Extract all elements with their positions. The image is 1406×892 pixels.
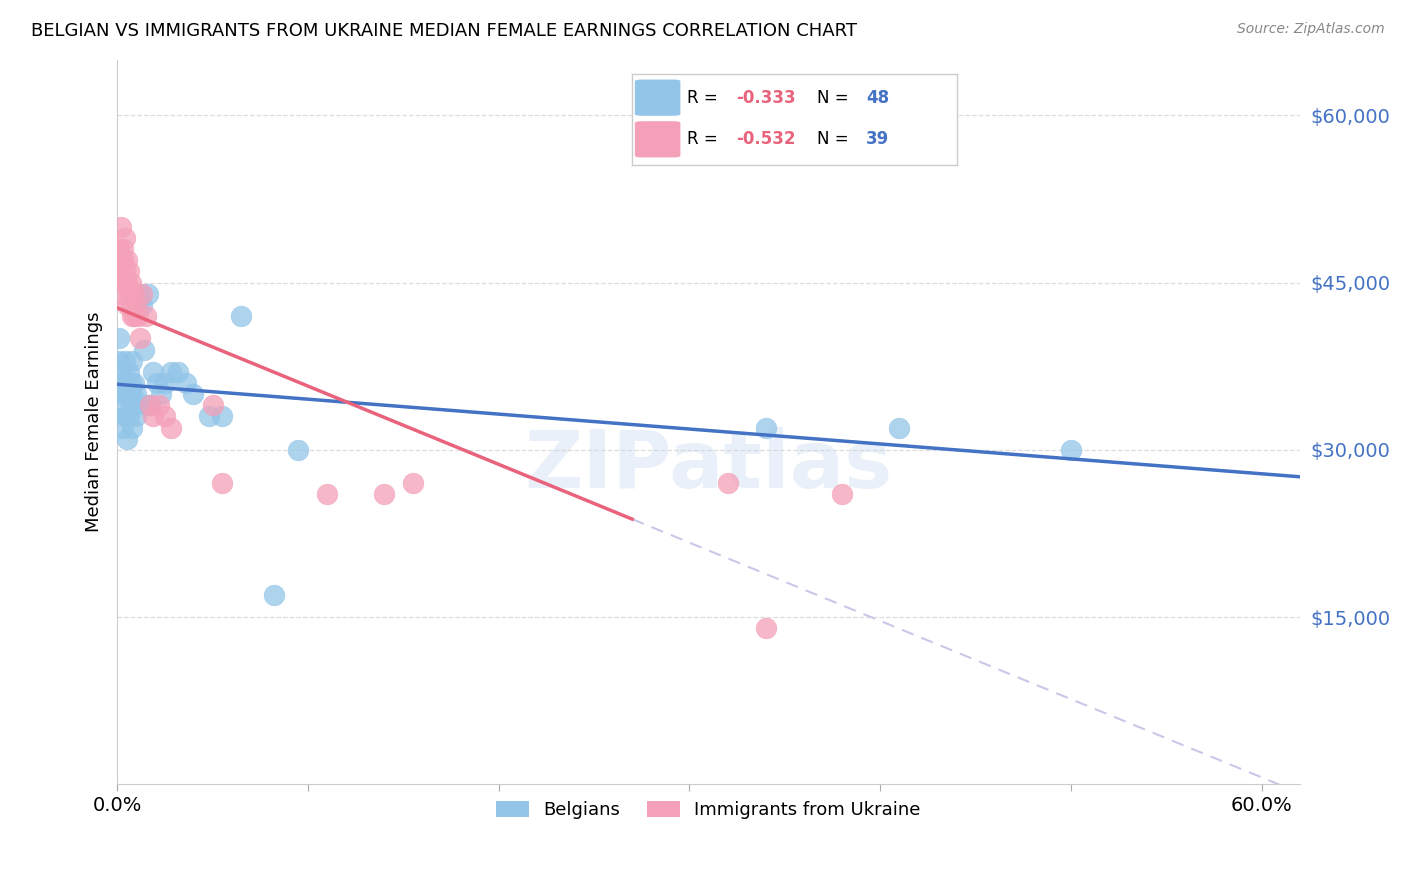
Point xyxy=(115,298,138,312)
Point xyxy=(138,398,160,412)
Y-axis label: Median Female Earnings: Median Female Earnings xyxy=(86,312,103,533)
Legend: Belgians, Immigrants from Ukraine: Belgians, Immigrants from Ukraine xyxy=(489,793,928,826)
Point xyxy=(159,420,181,434)
Point xyxy=(124,398,146,412)
Point xyxy=(127,309,149,323)
Point xyxy=(115,253,138,268)
Point xyxy=(167,365,190,379)
Point xyxy=(121,420,143,434)
Point xyxy=(831,487,853,501)
Point xyxy=(114,231,136,245)
Point xyxy=(125,409,148,424)
Point xyxy=(115,276,138,290)
Point xyxy=(125,298,148,312)
Point xyxy=(108,331,131,345)
Point xyxy=(231,309,253,323)
Point xyxy=(125,387,148,401)
Point xyxy=(114,409,136,424)
Point xyxy=(716,476,738,491)
Point xyxy=(136,286,159,301)
Point xyxy=(183,387,205,401)
Point xyxy=(124,309,146,323)
Point xyxy=(111,253,134,268)
Point xyxy=(201,398,224,412)
Point xyxy=(111,398,134,412)
Point xyxy=(263,588,285,602)
Point xyxy=(1060,442,1083,457)
Point xyxy=(120,276,142,290)
Point xyxy=(120,398,142,412)
Point xyxy=(755,621,778,635)
Point xyxy=(117,409,139,424)
Point xyxy=(129,331,152,345)
Point xyxy=(117,286,139,301)
Point xyxy=(110,253,132,268)
Point xyxy=(121,353,143,368)
Point xyxy=(120,298,142,312)
Point xyxy=(127,298,149,312)
Point xyxy=(120,376,142,390)
Point xyxy=(114,264,136,278)
Text: ZIPatlas: ZIPatlas xyxy=(524,426,893,505)
Point xyxy=(124,376,146,390)
Point xyxy=(316,487,339,501)
Point xyxy=(129,286,152,301)
Point xyxy=(174,376,197,390)
Point xyxy=(159,365,181,379)
Point xyxy=(115,432,138,446)
Point xyxy=(402,476,425,491)
Point xyxy=(146,376,169,390)
Point xyxy=(153,376,176,390)
Point xyxy=(150,387,173,401)
Point xyxy=(117,387,139,401)
Point xyxy=(121,387,143,401)
Point xyxy=(110,387,132,401)
Point xyxy=(153,409,176,424)
Point xyxy=(121,309,143,323)
Point xyxy=(110,286,132,301)
Point xyxy=(111,376,134,390)
Point xyxy=(108,353,131,368)
Point xyxy=(211,409,233,424)
Point xyxy=(132,343,155,357)
Point xyxy=(108,242,131,256)
Point xyxy=(211,476,233,491)
Point xyxy=(124,286,146,301)
Point xyxy=(138,398,160,412)
Text: Source: ZipAtlas.com: Source: ZipAtlas.com xyxy=(1237,22,1385,37)
Point xyxy=(889,420,911,434)
Point xyxy=(115,409,138,424)
Point xyxy=(131,298,153,312)
Point xyxy=(108,264,131,278)
Text: BELGIAN VS IMMIGRANTS FROM UKRAINE MEDIAN FEMALE EARNINGS CORRELATION CHART: BELGIAN VS IMMIGRANTS FROM UKRAINE MEDIA… xyxy=(31,22,856,40)
Point xyxy=(131,286,153,301)
Point xyxy=(115,387,138,401)
Point xyxy=(114,376,136,390)
Point xyxy=(110,219,132,234)
Point xyxy=(111,242,134,256)
Point xyxy=(111,276,134,290)
Point xyxy=(117,264,139,278)
Point xyxy=(111,420,134,434)
Point xyxy=(148,398,170,412)
Point xyxy=(121,286,143,301)
Point xyxy=(110,365,132,379)
Point xyxy=(287,442,309,457)
Point xyxy=(373,487,395,501)
Point xyxy=(142,365,165,379)
Point xyxy=(135,398,157,412)
Point xyxy=(755,420,778,434)
Point xyxy=(135,309,157,323)
Point xyxy=(142,409,165,424)
Point xyxy=(197,409,219,424)
Point xyxy=(117,365,139,379)
Point xyxy=(114,353,136,368)
